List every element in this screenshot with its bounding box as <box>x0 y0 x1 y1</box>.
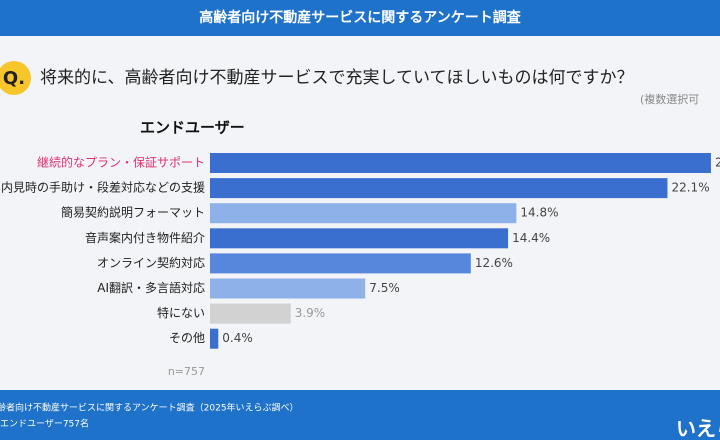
value-label: 12.6% <box>475 256 513 270</box>
bar <box>210 153 711 173</box>
category-label: 内見時の手助け・段差対応などの支援 <box>1 180 205 195</box>
category-label: 簡易契約説明フォーマット <box>61 205 205 220</box>
bar <box>210 203 517 224</box>
bar <box>210 303 291 324</box>
category-label: 特にない <box>157 305 205 320</box>
category-label: その他 <box>169 331 205 345</box>
header-title: 高齢者向け不動産サービスに関するアンケート調査 <box>199 9 521 26</box>
q-badge <box>0 61 31 95</box>
category-label: オンライン契約対応 <box>97 255 205 270</box>
category-label: 音声案内付き物件紹介 <box>85 230 205 245</box>
question-note: (複数選択可 <box>640 92 699 106</box>
q-mark: Q. <box>3 68 25 89</box>
footer-line: 回答数：エンドユーザー757名 <box>0 418 89 430</box>
category-label: 継続的なプラン・保証サポート <box>37 155 205 170</box>
logo: いえらぶ <box>676 417 720 440</box>
bar <box>210 278 366 299</box>
value-label: 22.1% <box>671 181 709 195</box>
value-label: 3.9% <box>295 306 326 320</box>
value-label: 14.8% <box>520 206 558 220</box>
n-note: n=757 <box>168 365 205 378</box>
bar <box>210 253 471 274</box>
value-label: 0.4% <box>222 331 253 345</box>
question-text: 将来的に、高齢者向け不動産サービスで充実していてほしいものは何ですか？ <box>40 68 633 88</box>
value-label: 7.5% <box>369 281 400 295</box>
bar <box>210 228 509 249</box>
bar <box>210 178 668 199</box>
bar <box>210 328 219 349</box>
value-label: 24.2% <box>715 156 720 170</box>
footer-line: 高齢者向け不動産サービスに関するアンケート調査（2025年いえらぶ調べ） <box>0 402 299 414</box>
header-bar <box>0 0 720 36</box>
footer-bar <box>0 390 720 440</box>
chart-title: エンドユーザー <box>140 119 245 137</box>
value-label: 14.4% <box>512 231 550 245</box>
category-label: AI翻訳・多言語対応 <box>97 280 205 295</box>
